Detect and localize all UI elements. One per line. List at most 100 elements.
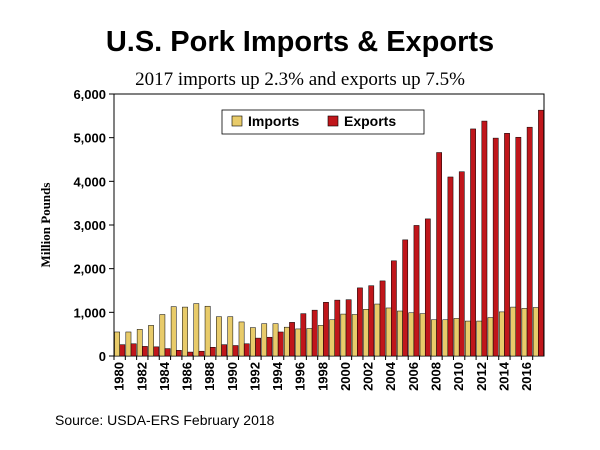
imports-bar-1981	[125, 331, 132, 357]
legend-exports-label: Exports	[344, 113, 396, 129]
exports-bar-2002	[368, 285, 375, 357]
imports-bar-2008	[431, 319, 437, 357]
x-tick-label: 1992	[247, 362, 262, 391]
imports-bar-2017	[532, 307, 539, 357]
x-tick-label: 2006	[406, 362, 421, 391]
imports-bar-1998	[317, 325, 324, 357]
exports-bar-1984	[164, 348, 171, 357]
exports-bar-2006	[413, 225, 420, 357]
exports-bar-1986	[187, 351, 194, 357]
imports-bar-1994	[272, 323, 279, 357]
imports-bar-1980	[114, 331, 120, 357]
imports-bar-2009	[442, 319, 449, 357]
x-tick-label: 1986	[180, 362, 195, 391]
imports-bar-1987	[193, 303, 200, 357]
exports-bar-2005	[402, 239, 409, 357]
exports-bar-1991	[243, 343, 250, 357]
exports-bar-1985	[176, 350, 182, 357]
exports-bar-1997	[311, 309, 318, 357]
legend-exports-swatch	[327, 115, 339, 127]
imports-bar-2011	[465, 320, 471, 357]
imports-bar-1989	[216, 316, 222, 357]
exports-bar-2003	[379, 280, 386, 357]
exports-bar-2014	[504, 133, 510, 357]
exports-bar-1987	[198, 350, 205, 357]
imports-bar-1986	[182, 306, 188, 357]
imports-bar-2014	[498, 311, 505, 357]
y-axis-label: Million Pounds	[38, 183, 53, 268]
exports-bar-2011	[470, 128, 476, 357]
imports-bar-2001	[351, 314, 358, 357]
x-tick-label: 1996	[293, 362, 308, 391]
imports-bar-2015	[510, 306, 516, 357]
exports-bar-2000	[345, 299, 352, 357]
exports-bar-1995	[289, 322, 295, 357]
exports-bar-2008	[436, 152, 442, 357]
x-tick-label: 1990	[225, 362, 240, 391]
exports-bar-1982	[142, 346, 148, 357]
exports-bar-1988	[209, 347, 216, 357]
imports-bar-1984	[159, 314, 166, 357]
exports-bar-1980	[119, 344, 126, 357]
y-tick-label: 3,000	[73, 218, 106, 233]
exports-bar-2010	[458, 171, 465, 357]
imports-bar-2006	[408, 312, 415, 357]
exports-bar-2012	[481, 120, 488, 357]
exports-bar-2001	[357, 287, 363, 357]
x-tick-label: 2000	[338, 362, 353, 391]
exports-bar-1996	[300, 313, 307, 357]
exports-bar-2016	[526, 126, 533, 357]
exports-bar-1993	[266, 336, 273, 357]
exports-bar-1999	[334, 299, 341, 357]
x-tick-label: 1984	[157, 361, 172, 391]
imports-bar-2007	[419, 313, 426, 357]
x-tick-label: 2004	[383, 361, 398, 391]
x-tick-label: 2008	[429, 362, 444, 391]
imports-bar-1982	[136, 329, 143, 357]
x-tick-label: 2012	[474, 362, 489, 391]
exports-bar-1992	[255, 337, 261, 357]
imports-bar-2005	[397, 310, 403, 357]
legend-imports-label: Imports	[248, 113, 300, 129]
imports-bar-2000	[340, 313, 347, 357]
legend-imports-swatch	[231, 115, 243, 127]
exports-bar-2013	[492, 137, 499, 357]
imports-bar-1990	[227, 316, 234, 357]
exports-bar-2009	[447, 176, 454, 357]
legend-box	[221, 109, 425, 135]
y-tick-label: 6,000	[73, 87, 106, 102]
exports-bar-1981	[130, 343, 137, 357]
y-tick-label: 0	[99, 349, 106, 364]
imports-bar-1999	[329, 319, 335, 357]
imports-bar-2003	[374, 303, 381, 357]
x-tick-label: 1988	[202, 362, 217, 391]
x-tick-label: 1994	[270, 361, 285, 391]
source-note: Source: USDA-ERS February 2018	[55, 412, 275, 428]
imports-bar-2012	[476, 320, 483, 357]
chart-subtitle: 2017 imports up 2.3% and exports up 7.5%	[135, 69, 465, 90]
exports-bar-1983	[153, 346, 160, 357]
imports-bar-1985	[170, 306, 177, 357]
imports-bar-1988	[204, 305, 211, 357]
imports-bar-2013	[487, 317, 494, 357]
y-tick-label: 4,000	[73, 174, 106, 189]
imports-bar-1995	[283, 326, 290, 357]
y-tick-label: 2,000	[73, 262, 106, 277]
chart-title: U.S. Pork Imports & Exports	[105, 26, 495, 58]
imports-bar-1997	[306, 328, 313, 357]
x-tick-label: 2010	[451, 362, 466, 391]
imports-bar-1992	[250, 327, 256, 357]
exports-bar-1994	[277, 331, 284, 357]
imports-bar-2004	[385, 307, 392, 357]
exports-bar-1989	[221, 344, 227, 357]
x-tick-label: 1982	[134, 362, 149, 391]
imports-bar-1983	[148, 325, 154, 357]
x-tick-label: 1998	[315, 362, 330, 391]
exports-bar-2004	[391, 260, 397, 357]
x-tick-label: 2014	[496, 361, 511, 391]
imports-bar-1996	[295, 328, 301, 357]
imports-bar-2010	[453, 318, 460, 357]
exports-bar-1990	[232, 345, 239, 357]
x-tick-label: 1980	[112, 362, 127, 391]
